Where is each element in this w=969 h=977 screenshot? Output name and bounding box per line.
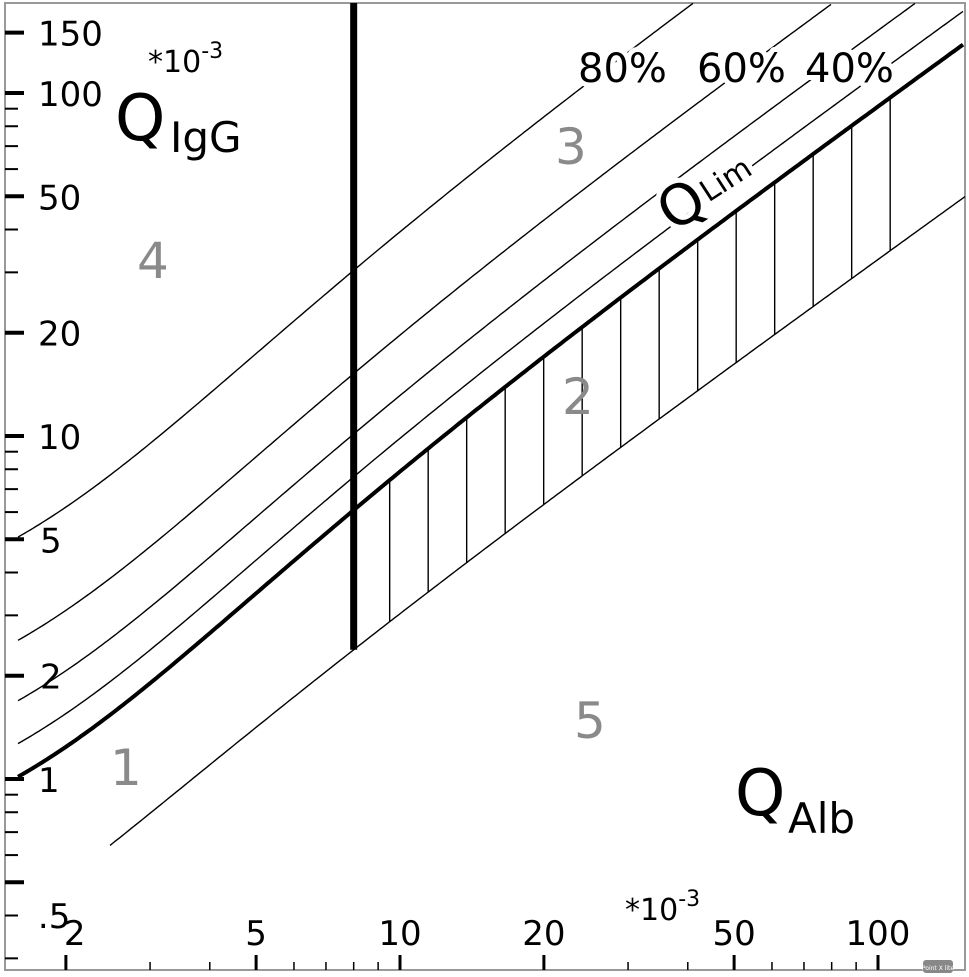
x-axis-title-sub: Alb bbox=[788, 794, 855, 843]
x-tick-label: 20 bbox=[522, 914, 565, 954]
region-1-label: 1 bbox=[110, 739, 142, 797]
x-tick-label: 2 bbox=[64, 914, 86, 954]
region-4-label: 4 bbox=[137, 232, 169, 290]
series-line-40- bbox=[17, 2, 916, 702]
x-axis-title: Q bbox=[735, 757, 785, 831]
y-tick-labels: 150 100 50 20 10 5 2 1 bbox=[38, 15, 103, 801]
y-tick-label: 1 bbox=[38, 761, 60, 801]
y-tick-label: 5 bbox=[40, 521, 62, 561]
x-scale-note: *10-3 bbox=[625, 887, 700, 928]
series-line-q-lim bbox=[17, 42, 965, 779]
y-tick-label: 2 bbox=[40, 658, 62, 698]
label-80-percent: 80% bbox=[578, 46, 667, 92]
x-tick-label: 50 bbox=[712, 914, 755, 954]
label-60-percent: 60% bbox=[697, 46, 786, 92]
series-line-lower-limit bbox=[109, 196, 966, 846]
series-line-20- bbox=[17, 10, 964, 745]
x-tick-label: 5 bbox=[245, 914, 267, 954]
plot-frame bbox=[4, 2, 966, 971]
hatched-region bbox=[388, 97, 891, 622]
y-tick-label: 100 bbox=[38, 75, 103, 115]
region-2-label: 2 bbox=[562, 368, 594, 426]
y-scale-note: *10-3 bbox=[148, 39, 223, 80]
x-tick-label: .5 bbox=[38, 897, 70, 937]
svg-text:Point X lite: Point X lite bbox=[922, 965, 955, 972]
region-5-label: 5 bbox=[574, 692, 606, 750]
label-40-percent: 40% bbox=[805, 46, 894, 92]
y-tick-label: 150 bbox=[38, 15, 103, 55]
series-lines bbox=[17, 2, 966, 846]
region-3-label: 3 bbox=[555, 118, 587, 176]
y-axis-title-sub: IgG bbox=[170, 113, 242, 162]
y-axis-title: Q bbox=[115, 82, 165, 156]
x-tick-label: 100 bbox=[846, 914, 911, 954]
x-tick-labels: .52 5 10 20 50 100 bbox=[38, 897, 911, 954]
watermark: Point X lite bbox=[922, 960, 955, 973]
y-tick-label: 50 bbox=[38, 178, 81, 218]
x-tick-label: 10 bbox=[378, 914, 421, 954]
y-tick-label: 20 bbox=[38, 315, 81, 355]
series-line-60- bbox=[17, 3, 832, 641]
axis-ticks bbox=[5, 30, 880, 970]
y-tick-label: 10 bbox=[38, 418, 81, 458]
